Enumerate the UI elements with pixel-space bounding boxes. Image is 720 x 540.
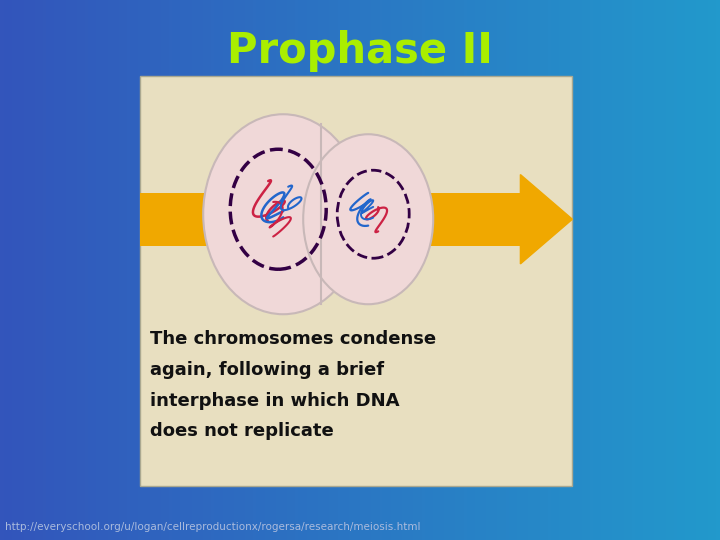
Text: The chromosomes condense: The chromosomes condense: [150, 330, 436, 348]
Text: http://everyschool.org/u/logan/cellreproductionx/rogersa/research/meiosis.html: http://everyschool.org/u/logan/cellrepro…: [5, 522, 420, 532]
Text: Prophase II: Prophase II: [227, 30, 493, 72]
Ellipse shape: [203, 114, 363, 314]
Bar: [140, 76, 572, 486]
Text: interphase in which DNA: interphase in which DNA: [150, 392, 400, 410]
Text: does not replicate: does not replicate: [150, 422, 334, 441]
Ellipse shape: [303, 134, 433, 304]
Polygon shape: [521, 174, 572, 264]
Text: again, following a brief: again, following a brief: [150, 361, 384, 379]
Bar: [140, 193, 521, 246]
